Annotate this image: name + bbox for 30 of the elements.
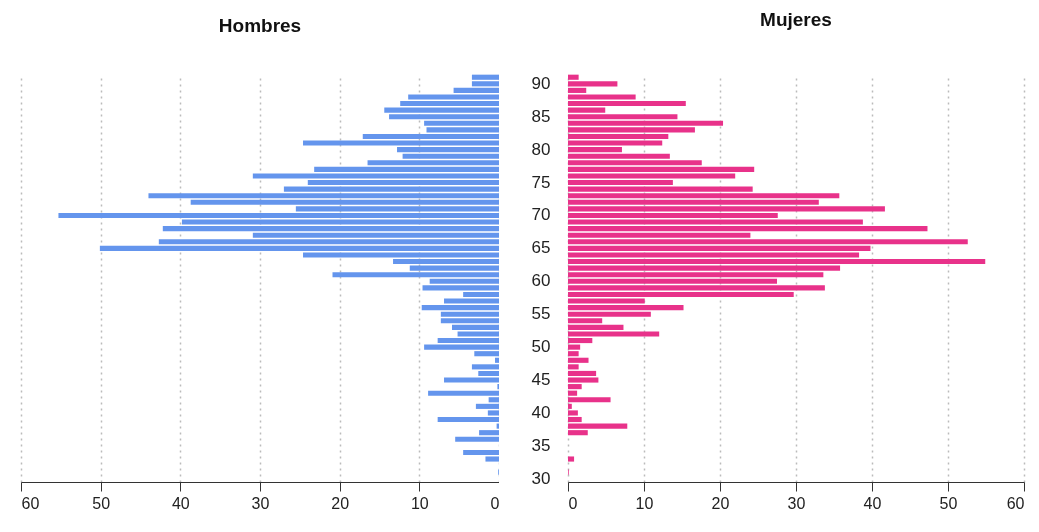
y-tick-label: 90 bbox=[531, 73, 551, 93]
x-tick-label: 50 bbox=[92, 494, 111, 512]
y-tick-label: 40 bbox=[531, 402, 551, 422]
x-tick-label: 10 bbox=[410, 494, 429, 512]
chart-title: Mujeres bbox=[760, 8, 832, 30]
x-tick-label: 10 bbox=[635, 494, 654, 512]
y-tick-label: 50 bbox=[531, 337, 551, 357]
chart-title: Hombres bbox=[218, 15, 302, 36]
x-tick-label: 20 bbox=[711, 494, 730, 512]
x-tick-label: 0 bbox=[568, 494, 578, 512]
y-tick-label: 70 bbox=[531, 205, 551, 225]
y-tick-label: 45 bbox=[531, 370, 551, 390]
y-tick-label: 80 bbox=[531, 139, 551, 159]
y-tick-label: 60 bbox=[531, 271, 551, 291]
y-tick-label: 65 bbox=[531, 238, 551, 258]
x-tick-label: 60 bbox=[1006, 494, 1025, 512]
y-tick-label: 35 bbox=[531, 435, 551, 455]
y-tick-label: 75 bbox=[531, 172, 551, 192]
x-tick-label: 40 bbox=[863, 494, 882, 512]
x-tick-label: 50 bbox=[939, 494, 958, 512]
x-tick-label: 60 bbox=[21, 494, 40, 512]
y-tick-label: 55 bbox=[531, 304, 551, 324]
x-tick-label: 30 bbox=[787, 494, 806, 512]
x-tick-label: 30 bbox=[251, 494, 270, 512]
y-tick-label: 85 bbox=[531, 106, 551, 126]
x-tick-label: 40 bbox=[171, 494, 190, 512]
x-tick-label: 20 bbox=[331, 494, 350, 512]
y-tick-label: 30 bbox=[531, 468, 551, 488]
bar bbox=[455, 436, 499, 442]
x-tick-label: 0 bbox=[490, 494, 500, 512]
